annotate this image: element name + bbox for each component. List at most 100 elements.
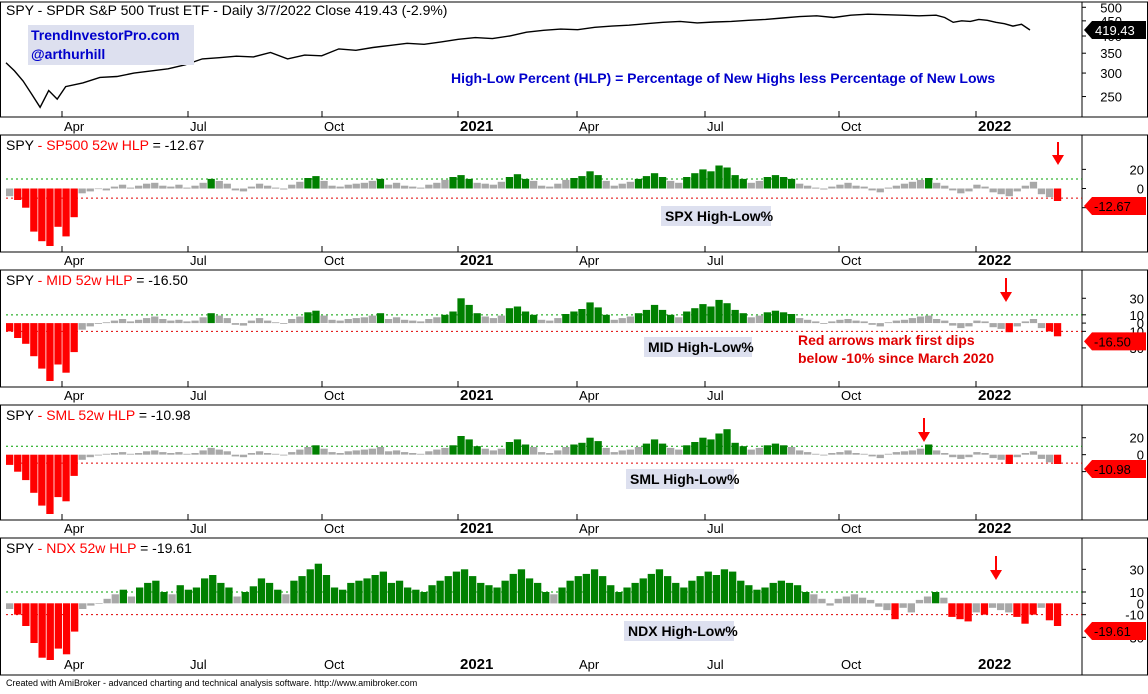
red-arrow-head xyxy=(990,570,1002,580)
hlp-bar xyxy=(981,321,989,324)
hlp-bar xyxy=(425,319,433,324)
hlp-bar xyxy=(336,186,344,189)
hlp-bar xyxy=(1053,188,1062,201)
hlp-bar xyxy=(425,451,433,455)
date-tick-label: Oct xyxy=(324,253,345,268)
date-tick-label: 2022 xyxy=(978,656,1011,673)
hlp-bar xyxy=(787,178,796,189)
hlp-bar xyxy=(763,177,771,189)
hlp-bar xyxy=(167,320,175,324)
hlp-bar xyxy=(444,576,452,604)
hlp-bar xyxy=(554,450,562,455)
hlp-bar xyxy=(280,323,288,324)
hlp-bar xyxy=(915,599,924,604)
hlp-bar xyxy=(712,575,720,604)
hlp-bar xyxy=(715,299,723,324)
hlp-bar xyxy=(46,454,54,514)
date-tick-label: Apr xyxy=(64,521,85,536)
date-tick-label: 2021 xyxy=(460,656,493,673)
hlp-bar xyxy=(387,582,396,604)
hlp-bar xyxy=(818,598,826,604)
date-tick-label: Jul xyxy=(707,253,724,268)
hlp-bar xyxy=(650,304,659,324)
hlp-bar xyxy=(602,180,610,189)
date-tick-label: Oct xyxy=(841,119,862,134)
hlp-bar xyxy=(908,181,917,189)
hlp-bar xyxy=(594,307,602,324)
hlp-bar xyxy=(623,587,631,604)
date-tick-label: Oct xyxy=(324,521,345,536)
hlp-bar xyxy=(368,180,376,189)
last-value-label: -12.67 xyxy=(1094,199,1131,214)
date-tick-label: 2021 xyxy=(460,118,493,135)
price-tick-label: 250 xyxy=(1100,90,1122,105)
hlp-bar xyxy=(517,569,526,604)
hlp-bar xyxy=(1037,188,1046,195)
hlp-bar xyxy=(1021,185,1029,189)
hlp-bar xyxy=(304,178,312,189)
hlp-bar xyxy=(223,451,231,455)
hlp-bar xyxy=(997,603,1005,611)
hlp-bar xyxy=(151,182,159,189)
hlp-bar xyxy=(38,603,46,658)
hlp-bar xyxy=(554,318,562,324)
hlp-bar xyxy=(473,446,481,455)
hlp-bar xyxy=(602,447,610,455)
hlp-bar xyxy=(489,318,497,324)
hlp-bar xyxy=(747,317,755,324)
hlp-bar xyxy=(314,563,322,604)
date-tick-label: Oct xyxy=(324,119,345,134)
hlp-bar xyxy=(973,184,981,189)
hlp-bar xyxy=(755,180,763,189)
hlp-bar xyxy=(737,580,745,604)
hlp-bar xyxy=(505,177,514,189)
hlp-bar xyxy=(135,319,143,324)
date-tick-label: Oct xyxy=(841,657,862,672)
hlp-bar xyxy=(675,182,683,189)
hlp-bar xyxy=(401,185,409,189)
hlp-bar xyxy=(497,181,505,189)
hlp-bar xyxy=(401,319,409,324)
hlp-bar xyxy=(1021,453,1029,455)
panel-series-value: = -19.61 xyxy=(140,540,192,556)
hlp-bar xyxy=(850,594,859,604)
hlp-bar xyxy=(127,596,136,604)
hlp-bar xyxy=(884,322,892,324)
hlp-bar xyxy=(249,586,257,604)
hlp-bar xyxy=(642,176,651,189)
hlp-bar xyxy=(810,594,818,604)
hlp-bar xyxy=(344,319,352,324)
hlp-bar xyxy=(538,185,546,189)
hlp-bar xyxy=(1005,323,1013,333)
hlp-bar xyxy=(344,184,352,189)
hlp-bar xyxy=(820,454,828,456)
hlp-bar xyxy=(160,592,168,604)
hlp-bar xyxy=(538,452,546,455)
hlp-bar xyxy=(699,437,707,455)
hlp-bar xyxy=(747,182,755,189)
price-tick-label: 350 xyxy=(1100,46,1122,61)
hlp-bar xyxy=(562,314,570,324)
hlp-bar xyxy=(804,452,812,455)
hlp-bar xyxy=(371,575,379,604)
last-value-flag xyxy=(1084,196,1146,215)
hlp-bar xyxy=(207,178,215,189)
hlp-bar xyxy=(417,187,425,189)
hlp-bar xyxy=(667,447,675,455)
hlp-bar xyxy=(460,569,469,604)
hlp-bar xyxy=(110,320,119,324)
hlp-bar xyxy=(368,448,376,455)
hlp-bar xyxy=(876,454,884,459)
hlp-bar xyxy=(916,316,925,324)
hlp-bar xyxy=(699,169,707,189)
hlp-bar xyxy=(38,323,46,369)
hlp-bar xyxy=(932,592,940,604)
hlp-bar xyxy=(802,592,810,604)
hlp-bar xyxy=(570,444,578,455)
hlp-bar xyxy=(167,186,175,189)
hlp-bar xyxy=(209,575,217,604)
hlp-bar xyxy=(247,320,256,324)
hlp-bar xyxy=(151,316,159,324)
hlp-bar xyxy=(336,320,344,324)
hlp-bar xyxy=(176,585,184,604)
